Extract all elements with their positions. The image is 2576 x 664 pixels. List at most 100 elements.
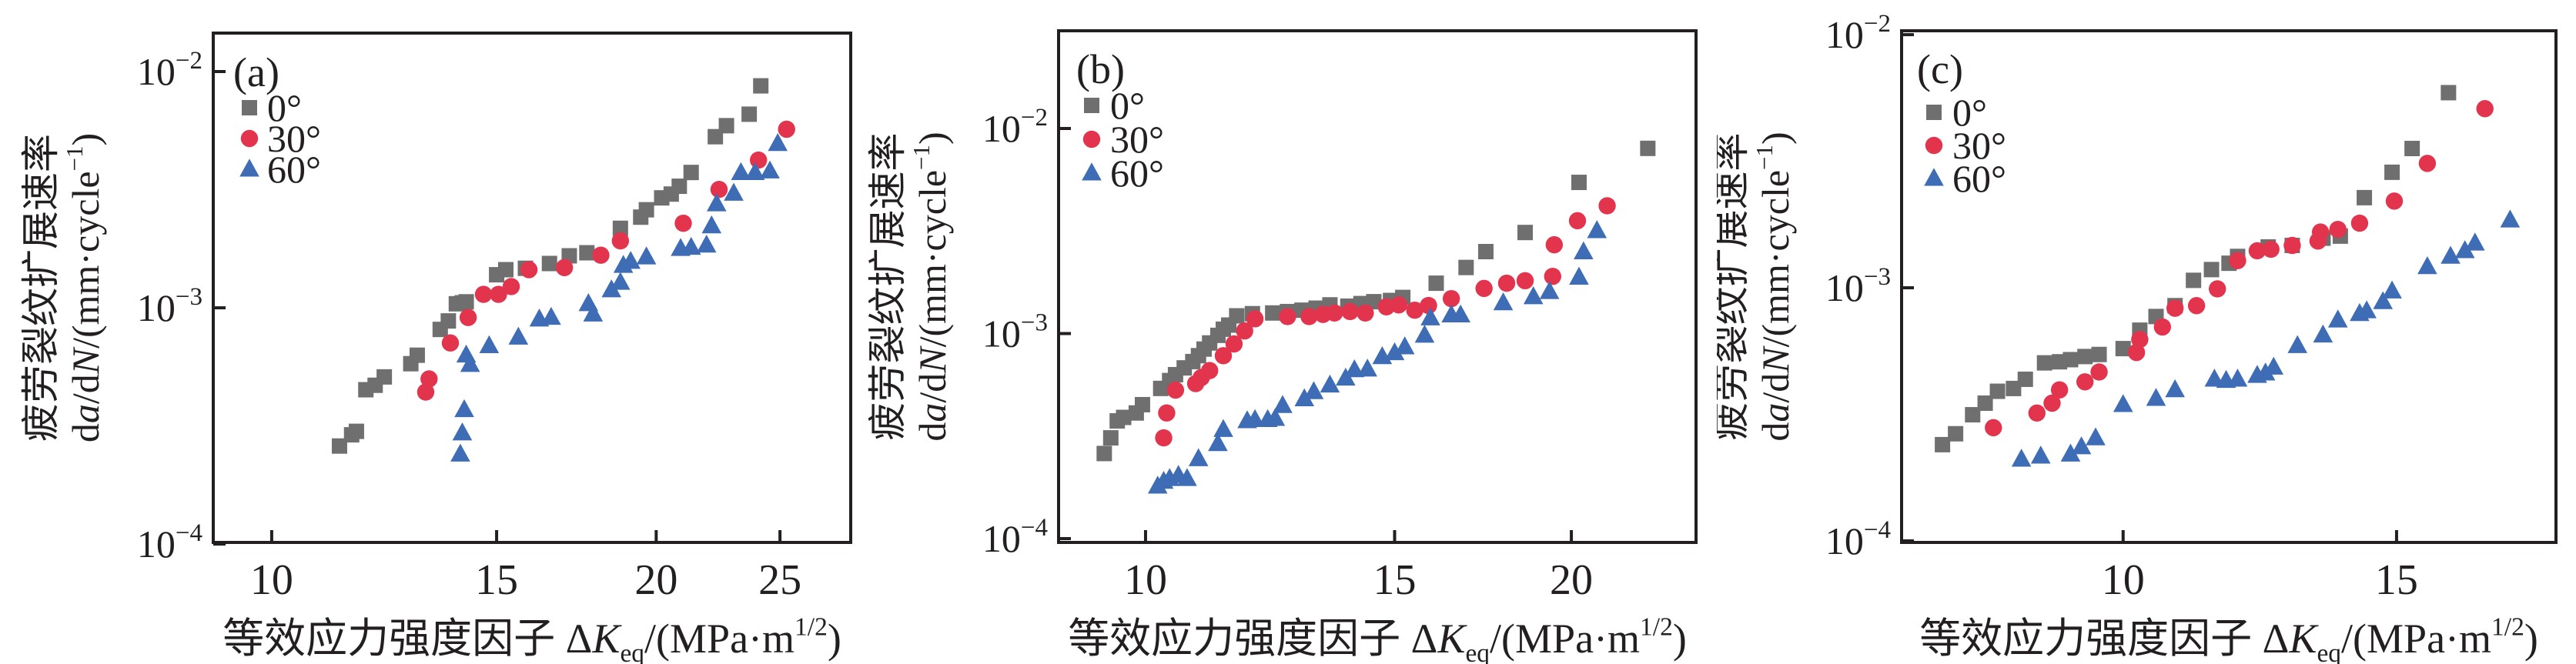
x-tick-label: 10 [2102,556,2145,604]
data-point [706,193,727,212]
data-point [1273,395,1293,413]
data-point [1265,305,1281,321]
data-point [638,202,654,218]
data-point [1102,430,1119,446]
data-point [1977,395,1993,412]
data-point [2115,341,2131,357]
data-point [1517,225,1534,241]
data-point [611,232,630,250]
data-point [1177,468,1197,486]
data-point [2350,214,2369,232]
data-point [459,309,477,326]
data-point [2076,373,2094,391]
data-point [1475,279,1493,298]
data-point [2208,280,2226,298]
legend-marker-circle [240,129,259,148]
data-point [1442,289,1460,308]
data-point [578,293,599,312]
y-tick-label: 10−4 [982,514,1048,560]
data-point [1420,307,1440,325]
data-point [2476,100,2494,118]
y-tick-label: 10−4 [137,519,202,566]
legend-marker-triangle [1924,168,1944,186]
data-point [2011,449,2032,467]
data-point [1225,335,1243,353]
data-point [2187,297,2206,315]
data-point [681,236,701,255]
data-point [2263,356,2284,375]
series-triangle [1147,220,1607,494]
legend-label: 60° [1952,157,2006,200]
y-tick-label: 10−4 [1825,516,1891,562]
data-point [1155,429,1173,447]
legend-label: 60° [267,148,321,191]
data-point [592,246,610,264]
data-point [1428,275,1444,292]
panel-c: 10 15 10−2 10−3 10−4 (c) 0° 30° 60° 等效应力强度因子 ΔKeq… [1717,0,2576,664]
data-point [508,326,529,345]
legend-label: 30° [1952,124,2006,167]
panel-letter: (b) [1076,46,1125,92]
panel-b-chart: 10 15 20 10−2 10−3 10−4 (b)0°30°60° 等效应力强度因子 ΔK… [866,29,1698,664]
data-point [2028,404,2046,422]
data-point [2131,330,2149,349]
legend-marker-circle [1925,136,1943,155]
data-point [2006,380,2022,396]
data-point [1420,296,1437,315]
data-point [1545,235,1564,254]
data-point [2017,371,2033,387]
data-point [1965,407,1981,423]
data-point [671,179,687,195]
data-point [2165,379,2185,398]
data-point [2417,255,2437,275]
x-tick-label: 15 [2375,556,2418,604]
x-axis-title: 等效应力强度因子 ΔKeq/(MPa·m1/2) [1068,612,1687,664]
data-point [701,215,722,234]
data-point [502,278,520,295]
data-point [1320,374,1340,393]
data-point [2043,394,2061,412]
data-point [1458,259,1474,275]
data-point [490,285,507,303]
legend-marker-square [242,100,257,115]
y-axis-title-cn: 疲劳裂纹扩展速率 [1717,133,1752,441]
data-point [2385,192,2404,210]
data-point [760,160,780,179]
data-point [1236,322,1253,340]
data-point [417,383,435,401]
data-point [1477,244,1494,260]
data-point [2441,245,2461,264]
data-point [2248,242,2267,260]
data-point [450,443,470,462]
x-tick-label: 10 [250,556,293,604]
series-triangle [2011,209,2521,467]
data-point [555,259,574,276]
series-square [331,78,769,454]
data-point [2329,221,2347,239]
data-point [1303,381,1324,399]
legend-label: 60° [1110,152,1164,195]
legend-label: 30° [1110,118,1164,161]
data-point [541,306,561,325]
data-point [1357,304,1374,322]
data-point [1344,359,1365,378]
data-point [1201,362,1219,379]
data-point [460,354,480,372]
legend-label: 0° [1110,84,1145,127]
data-point [1523,286,1544,305]
data-point [750,151,768,169]
data-point [497,262,514,278]
data-point [1265,408,1286,426]
data-point [1166,381,1185,399]
data-point [579,245,595,261]
data-point [376,369,393,385]
data-point [2373,291,2394,309]
data-point [2203,262,2220,278]
data-point [2166,299,2184,317]
data-point [1948,425,1964,442]
data-point [731,162,751,181]
y-tick-label: 10−3 [1825,263,1891,309]
data-point [1935,436,1951,452]
data-point [1568,212,1587,230]
data-point [2418,155,2437,172]
